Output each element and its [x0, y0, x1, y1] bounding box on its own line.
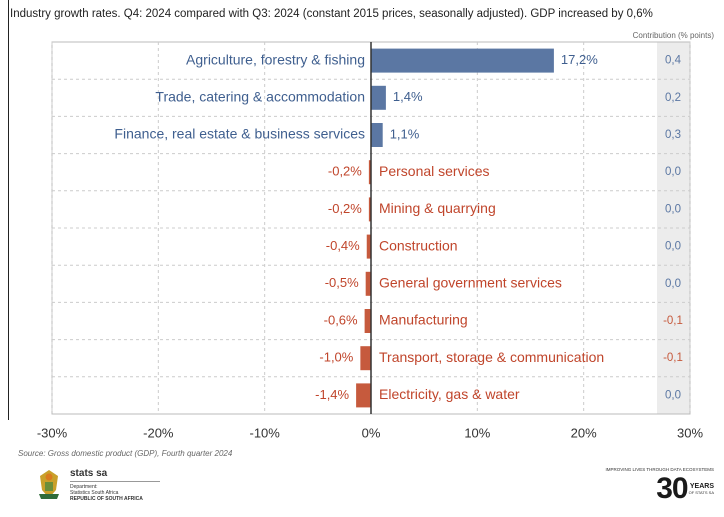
org-line: REPUBLIC OF SOUTH AFRICA	[70, 496, 143, 502]
contribution-value: 0,0	[665, 166, 681, 178]
x-tick-label: 0%	[362, 425, 381, 440]
bar	[371, 48, 554, 73]
category-label: Personal services	[379, 163, 490, 179]
contribution-value: 0,2	[665, 92, 681, 104]
category-label: Electricity, gas & water	[379, 386, 520, 402]
contribution-value: 0,0	[665, 278, 681, 290]
bar	[366, 234, 371, 259]
value-label: 1,1%	[390, 126, 420, 141]
statssa-logo: stats sa Department: Statistics South Af…	[36, 468, 160, 502]
value-label: -0,4%	[326, 238, 360, 253]
chart-subtitle: Industry growth rates. Q4: 2024 compared…	[10, 8, 653, 20]
anniversary-word: YEARS	[689, 483, 714, 490]
category-label: Manufacturing	[379, 312, 468, 328]
x-tick-label: -10%	[249, 425, 280, 440]
contribution-value: 0,0	[665, 203, 681, 215]
source-note: Source: Gross domestic product (GDP), Fo…	[18, 449, 233, 458]
bar	[364, 309, 371, 333]
bar	[368, 197, 371, 222]
category-label: Trade, catering & accommodation	[155, 89, 365, 105]
category-label: General government services	[379, 275, 562, 291]
category-label: Construction	[379, 237, 458, 253]
org-line: Statistics South Africa	[70, 490, 119, 496]
x-tick-label: 20%	[571, 425, 597, 440]
bar	[356, 383, 371, 408]
contribution-header: Contribution (% points)	[632, 31, 714, 40]
org-name: stats sa	[70, 468, 108, 479]
tagline: IMPROVING LIVES THROUGH DATA ECOSYSTEMS	[605, 467, 714, 472]
value-label: -1,0%	[319, 350, 353, 365]
x-tick-label: 30%	[677, 425, 703, 440]
value-label: 17,2%	[561, 52, 598, 67]
value-label: -1,4%	[315, 387, 349, 402]
value-label: -0,2%	[328, 201, 362, 216]
anniversary-sub: OF STATS SA	[688, 490, 714, 495]
contribution-value: 0,0	[665, 241, 681, 253]
value-label: -0,6%	[324, 312, 358, 327]
value-label: -0,5%	[325, 275, 359, 290]
bar	[365, 271, 371, 296]
x-tick-label: -20%	[143, 425, 174, 440]
value-label: -0,2%	[328, 164, 362, 179]
coat-of-arms-icon	[39, 470, 59, 499]
anniversary-logo: IMPROVING LIVES THROUGH DATA ECOSYSTEMS …	[605, 467, 714, 504]
x-tick-label: 10%	[464, 425, 490, 440]
bar	[371, 123, 383, 147]
bar-chart: Agriculture, forestry & fishing 17,2% 0,4 T…	[37, 41, 703, 440]
x-tick-label: -30%	[37, 425, 68, 440]
contribution-value: 0,4	[665, 55, 682, 67]
bar	[360, 346, 371, 371]
frame-left-border	[8, 0, 9, 420]
category-label: Transport, storage & communication	[379, 349, 604, 365]
org-line: Department:	[70, 484, 98, 490]
anniversary-number: 30	[656, 472, 688, 505]
org-divider	[70, 481, 160, 482]
contribution-value: 0,0	[665, 389, 681, 401]
value-label: 1,4%	[393, 89, 423, 104]
contribution-value: -0,1	[663, 315, 683, 327]
bar	[368, 160, 371, 185]
category-label: Finance, real estate & business services	[114, 126, 365, 142]
bar	[371, 85, 386, 110]
contribution-value: -0,1	[663, 352, 683, 364]
category-label: Agriculture, forestry & fishing	[186, 51, 365, 67]
category-label: Mining & quarrying	[379, 200, 496, 216]
contribution-value: 0,3	[665, 129, 681, 141]
